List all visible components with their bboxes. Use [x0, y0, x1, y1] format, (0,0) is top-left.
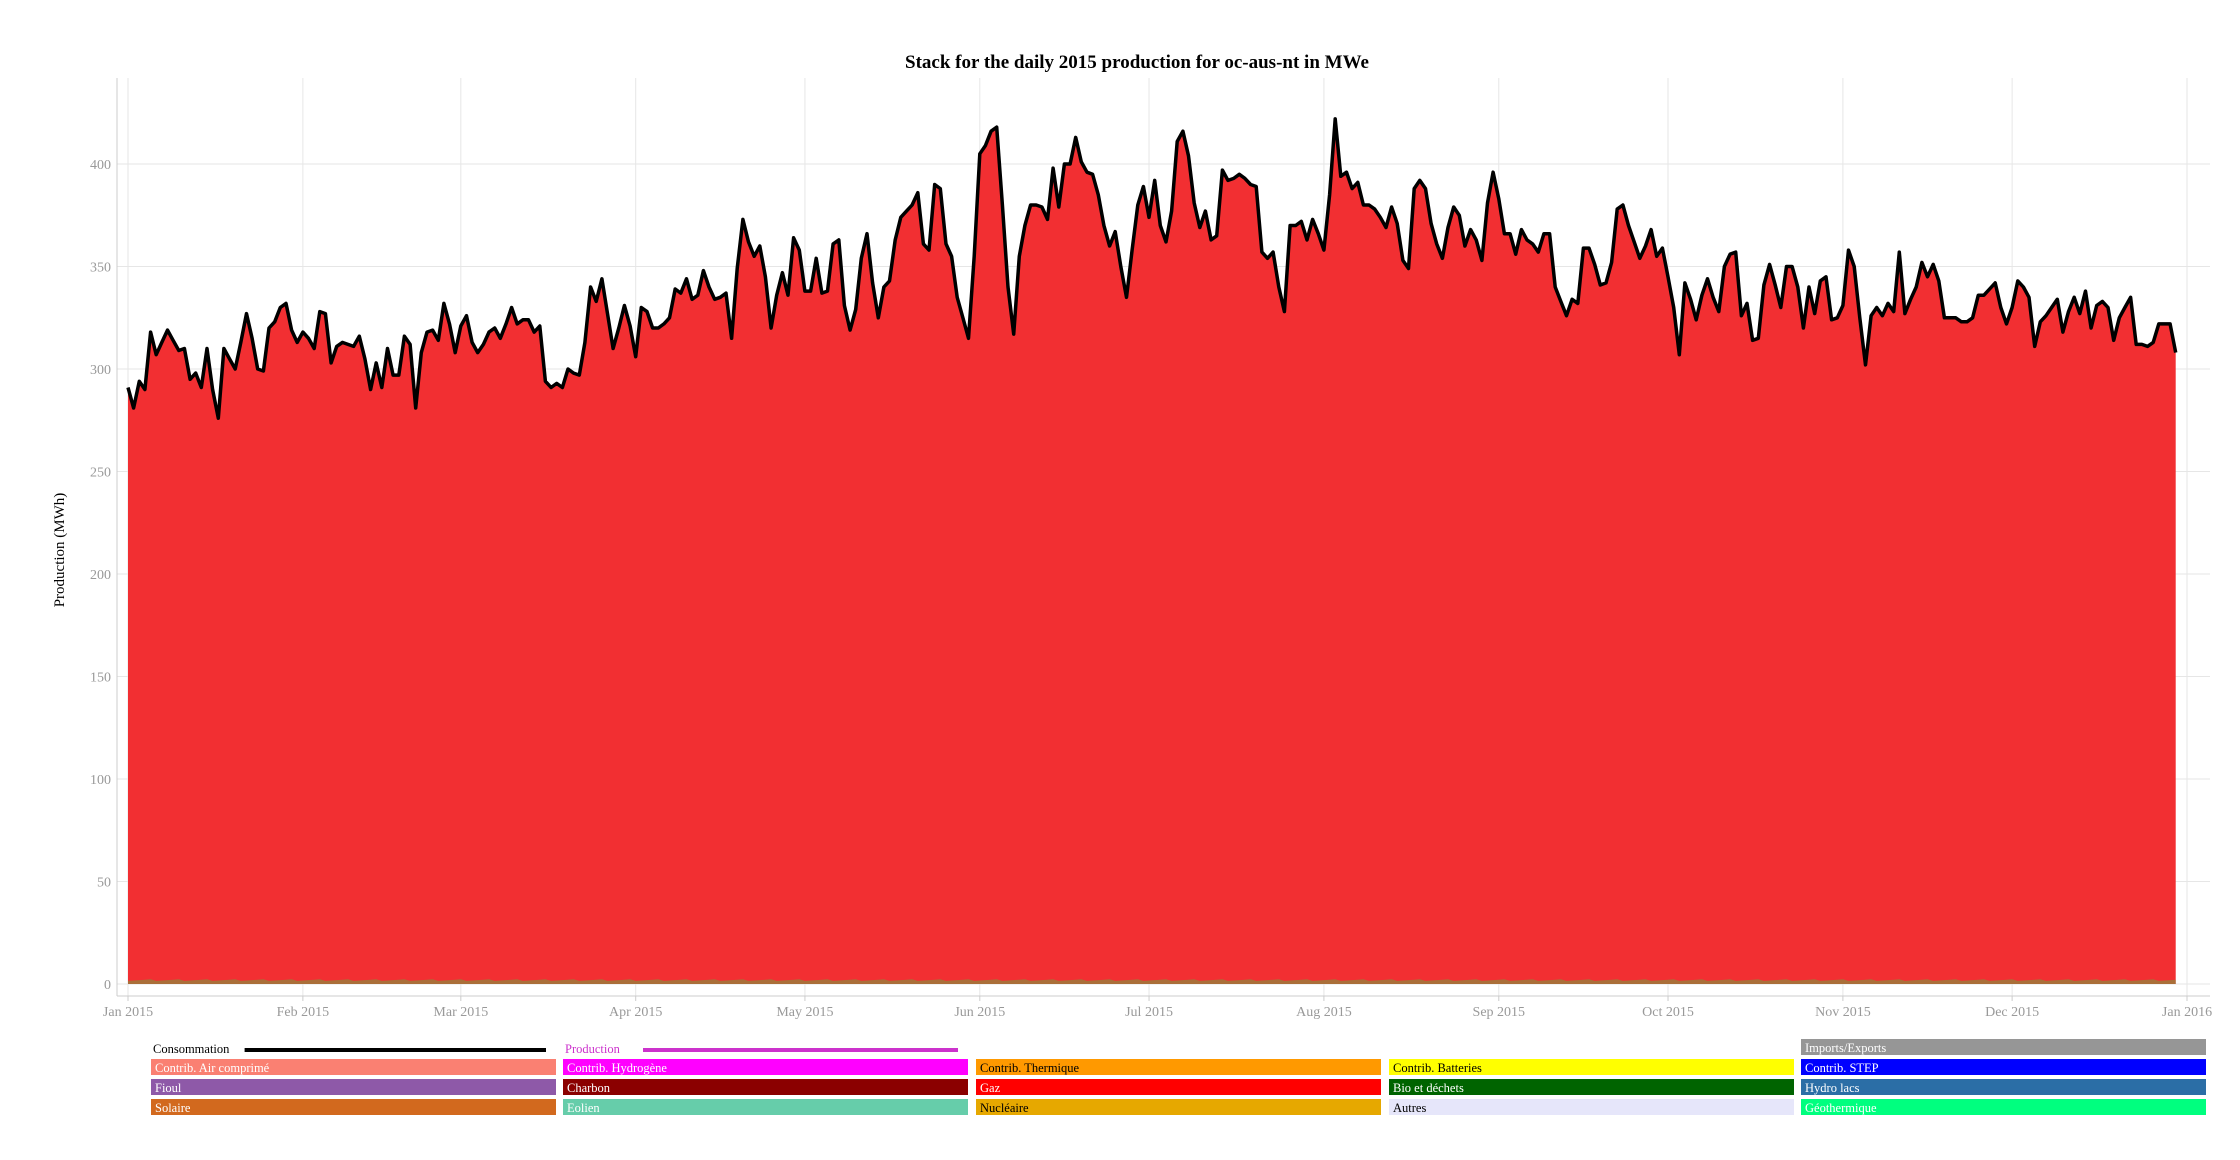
axes: 0 50 100 150 200 250 300 350 400 Jan 2015 Feb 2015… [90, 78, 2212, 1020]
legend-swatch [563, 1099, 968, 1115]
legend-item[interactable]: Hydro lacs [1801, 1079, 2206, 1095]
legend-swatch [976, 1059, 1381, 1075]
legend-item[interactable]: Contrib. Air comprimé [151, 1059, 556, 1075]
legend-item[interactable]: Eolien [563, 1099, 968, 1115]
y-tick-label: 150 [90, 671, 111, 686]
legend-item[interactable]: Nucléaire [976, 1099, 1381, 1115]
legend-swatch [151, 1059, 556, 1075]
x-tick-label: Jun 2015 [954, 1005, 1005, 1020]
x-tick-label: Sep 2015 [1473, 1005, 1526, 1020]
legend-label: Nucléaire [980, 1101, 1029, 1115]
legend-label: Autres [1393, 1101, 1426, 1115]
legend-item[interactable]: Charbon [563, 1079, 968, 1095]
legend-label: Production [565, 1042, 621, 1056]
y-tick-label: 0 [104, 978, 111, 993]
legend-item[interactable]: Géothermique [1801, 1099, 2206, 1115]
legend-label: Imports/Exports [1805, 1041, 1886, 1055]
y-tick-label: 300 [90, 363, 111, 378]
x-tick-label: Aug 2015 [1296, 1005, 1352, 1020]
x-tick-label: Jul 2015 [1125, 1005, 1173, 1020]
chart-title: Stack for the daily 2015 production for … [905, 52, 1369, 73]
legend-label: Gaz [980, 1081, 1001, 1095]
legend-label: Eolien [567, 1101, 600, 1115]
legend-item[interactable]: Contrib. Hydrogène [563, 1059, 968, 1075]
legend-label: Géothermique [1805, 1101, 1877, 1115]
legend-item[interactable]: Solaire [151, 1099, 556, 1115]
legend[interactable]: Consommation Production Imports/Exports Con… [151, 1039, 2206, 1115]
legend-label: Contrib. Batteries [1393, 1061, 1482, 1075]
legend-swatch [1389, 1059, 1794, 1075]
legend-item[interactable]: Contrib. Batteries [1389, 1059, 1794, 1075]
legend-swatch [1801, 1059, 2206, 1075]
legend-swatch [151, 1079, 556, 1095]
y-tick-label: 350 [90, 261, 111, 276]
legend-swatch [1389, 1099, 1794, 1115]
x-tick-label: Feb 2015 [277, 1005, 330, 1020]
legend-swatch [563, 1079, 968, 1095]
y-tick-label: 250 [90, 466, 111, 481]
x-tick-label: Nov 2015 [1815, 1005, 1871, 1020]
y-tick-label: 400 [90, 158, 111, 173]
x-tick-label: Jan 2015 [103, 1005, 153, 1020]
y-tick-label: 200 [90, 568, 111, 583]
minor-stack-layers [128, 979, 2176, 984]
x-tick-label: Dec 2015 [1985, 1005, 2039, 1020]
legend-item[interactable]: Fioul [151, 1079, 556, 1095]
legend-item-consommation[interactable]: Consommation [153, 1042, 546, 1056]
y-axis-label: Production (MWh) [52, 493, 68, 608]
legend-swatch [976, 1099, 1381, 1115]
legend-label: Contrib. STEP [1805, 1061, 1879, 1075]
legend-swatch [1801, 1099, 2206, 1115]
legend-label: Hydro lacs [1805, 1081, 1860, 1095]
legend-item[interactable]: Contrib. Thermique [976, 1059, 1381, 1075]
legend-swatch [1801, 1079, 2206, 1095]
x-tick-label: May 2015 [776, 1005, 833, 1020]
legend-item[interactable]: Autres [1389, 1099, 1794, 1115]
legend-label: Charbon [567, 1081, 611, 1095]
legend-swatch [976, 1079, 1381, 1095]
x-tick-label: Mar 2015 [433, 1005, 488, 1020]
plot-area [126, 117, 2178, 984]
legend-label: Bio et déchets [1393, 1081, 1464, 1095]
legend-label: Contrib. Air comprimé [155, 1061, 270, 1075]
legend-label: Fioul [155, 1081, 182, 1095]
production-stack-area [128, 118, 2176, 984]
legend-label: Consommation [153, 1042, 230, 1056]
legend-item[interactable]: Contrib. STEP [1801, 1059, 2206, 1075]
legend-swatch [1801, 1039, 2206, 1055]
legend-item[interactable]: Gaz [976, 1079, 1381, 1095]
legend-item[interactable]: Imports/Exports [1801, 1039, 2206, 1055]
legend-item-production[interactable]: Production [565, 1042, 958, 1056]
legend-swatch [563, 1059, 968, 1075]
x-tick-label: Jan 2016 [2162, 1005, 2212, 1020]
legend-swatch [151, 1099, 556, 1115]
y-tick-label: 50 [97, 876, 111, 891]
legend-item[interactable]: Bio et déchets [1389, 1079, 1794, 1095]
x-tick-label: Apr 2015 [609, 1005, 662, 1020]
legend-label: Solaire [155, 1101, 191, 1115]
legend-label: Contrib. Thermique [980, 1061, 1080, 1075]
x-tick-label: Oct 2015 [1642, 1005, 1694, 1020]
legend-label: Contrib. Hydrogène [567, 1061, 667, 1075]
legend-swatch [1389, 1079, 1794, 1095]
y-tick-label: 100 [90, 773, 111, 788]
consumption-line [126, 117, 2178, 420]
